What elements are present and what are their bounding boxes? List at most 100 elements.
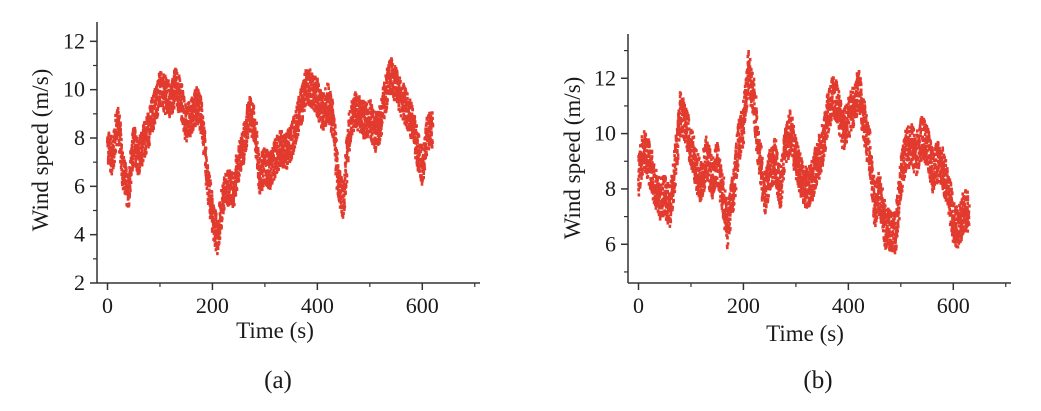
panel-a-data-point [234, 191, 237, 195]
panel-a-data-point [261, 171, 264, 175]
panel-a-data-point [207, 171, 211, 175]
panel-a-data-point [162, 93, 166, 98]
panel-a-data-point [298, 113, 301, 117]
panel-a-data-point [222, 178, 226, 182]
panel-a-data-point [298, 115, 302, 119]
panel-a-data-point [332, 133, 336, 137]
panel-a-data-point [265, 183, 269, 187]
panel-a-data-point [344, 191, 347, 195]
panel-a-data-point [172, 101, 176, 105]
panel-a-data-point [190, 114, 193, 119]
panel-a-data-point [415, 131, 418, 135]
panel-a-data-point [262, 169, 266, 173]
panel-a-data-point [399, 88, 403, 92]
panel-a-data-point [330, 126, 333, 130]
panel-a-data-point [420, 143, 423, 148]
panel-a-data-point [311, 83, 314, 87]
panel-a-data-point [112, 151, 115, 155]
panel-a-data-point [123, 160, 126, 164]
panel-a-data-point [167, 102, 170, 106]
panel-b-data-point [684, 118, 687, 122]
panel-a-data-point [393, 65, 397, 69]
panel-b-data-point [692, 135, 696, 139]
panel-a-data-point [156, 95, 160, 99]
panel-a-data-point [179, 94, 182, 98]
panel-a-data-point [329, 96, 333, 100]
panel-a-data-point [428, 118, 431, 122]
panel-a-data-point [234, 182, 237, 186]
panel-b-data-point [690, 128, 693, 132]
panel-a-data-point [310, 72, 314, 76]
panel-a-data-point [295, 138, 298, 142]
panel-a-data-point [385, 78, 388, 82]
panel-a-data-point [363, 135, 367, 139]
panel-a-data-point [132, 151, 135, 155]
panel-b-data-point [661, 191, 664, 195]
panel-a-data-point [376, 138, 379, 142]
panel-a-data-point [277, 155, 280, 160]
panel-a-data-point [304, 69, 307, 73]
panel-a-data-point [152, 123, 155, 127]
panel-a-data-point [325, 114, 328, 118]
panel-a-data-point [112, 137, 116, 141]
panel-a-data-point [291, 134, 295, 138]
panel-b-data-point [658, 194, 662, 198]
panel-a-data-point [360, 99, 364, 103]
panel-a-data-point [199, 98, 203, 102]
panel-b-data-point [669, 220, 673, 224]
panel-a-data-point [318, 119, 321, 123]
panel-a-data-point [336, 185, 339, 189]
panel-b-data-point [646, 154, 649, 158]
panel-b-data-point [678, 111, 681, 115]
panel-a-data-point [178, 102, 181, 106]
panel-a-data-point [355, 96, 359, 100]
panel-a-data-point [244, 147, 248, 151]
panel-a-data-point [232, 199, 235, 203]
panel-a-data-point [226, 194, 230, 198]
panel-a-data-point [269, 152, 272, 156]
panel-a-data-point [409, 106, 412, 110]
panel-a-data-point [185, 126, 188, 130]
panel-b-data-point [685, 139, 688, 143]
panel-a-data-point [423, 149, 427, 153]
panel-a-data-point [310, 105, 314, 109]
panel-a-data-point [338, 178, 341, 182]
panel-a-data-point [359, 104, 362, 108]
panel-a-data-point [290, 154, 293, 158]
panel-a-data-point [422, 161, 426, 165]
panel-a-data-point [274, 147, 278, 151]
panel-a-data-point [210, 219, 214, 223]
panel-a-data-point [352, 115, 356, 119]
panel-a-data-point [212, 231, 216, 235]
panel-a-data-point [319, 110, 323, 114]
panel-a-data-point [357, 109, 360, 113]
panel-b-data-point [704, 140, 708, 144]
panel-a-data-point [254, 136, 257, 140]
panel-a-data-point [415, 147, 419, 151]
panel-b-data-point [701, 184, 705, 188]
panel-b-data-point [698, 167, 702, 172]
panel-a-x-tick-label: 200 [196, 293, 229, 318]
panel-a-data-point [196, 116, 199, 120]
panel-a-data-point [397, 100, 400, 104]
panel-a-data-point [130, 143, 134, 147]
panel-a-data-point [431, 122, 435, 126]
panel-a-data-point [276, 135, 279, 139]
panel-a-data-point [396, 78, 400, 82]
panel-a-data-point [314, 99, 317, 103]
panel-a-data-point [169, 102, 173, 106]
panel-b-data-point [690, 154, 694, 158]
panel-a-data-point [298, 98, 302, 102]
panel-a-data-point [359, 100, 362, 104]
panel-a-data-point [238, 152, 242, 156]
panel-a-data-point [155, 83, 159, 87]
panel-a-data-point [329, 129, 333, 133]
panel-a-data-point [247, 101, 251, 105]
panel-b-data-point [669, 203, 673, 207]
panel-a-data-point [203, 134, 206, 138]
panel-a-data-point [206, 165, 210, 169]
panel-a-data-point [208, 197, 212, 201]
panel-b-data-point [692, 154, 696, 158]
panel-a-y-tick-label: 12 [63, 28, 85, 53]
panel-a-data-point [208, 175, 211, 179]
